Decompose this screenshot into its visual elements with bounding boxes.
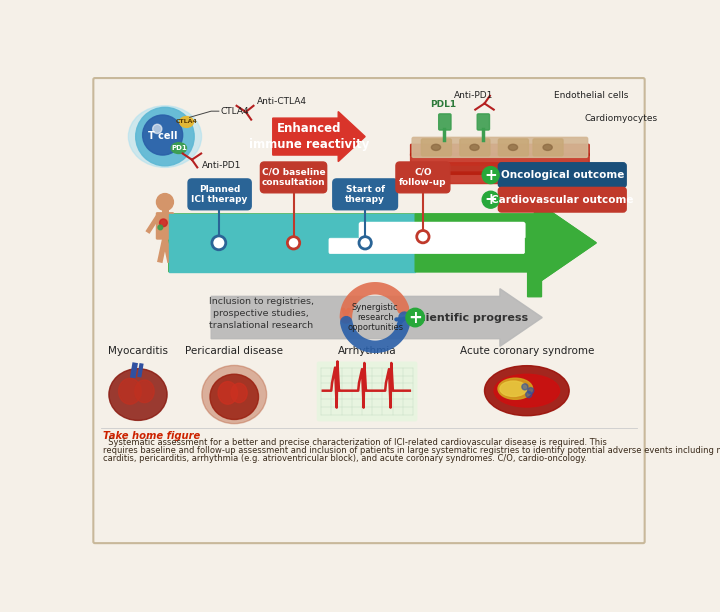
FancyBboxPatch shape bbox=[156, 213, 174, 239]
FancyBboxPatch shape bbox=[318, 362, 417, 420]
Circle shape bbox=[482, 166, 499, 184]
Ellipse shape bbox=[128, 106, 202, 167]
Text: Cardiovascular outcome: Cardiovascular outcome bbox=[491, 195, 634, 205]
Ellipse shape bbox=[210, 374, 258, 419]
FancyBboxPatch shape bbox=[329, 238, 525, 253]
Text: +: + bbox=[408, 308, 422, 327]
Circle shape bbox=[522, 384, 528, 390]
Circle shape bbox=[287, 237, 300, 249]
Text: PD1: PD1 bbox=[171, 145, 186, 151]
FancyBboxPatch shape bbox=[421, 139, 451, 156]
FancyBboxPatch shape bbox=[533, 139, 563, 156]
Circle shape bbox=[143, 115, 183, 155]
Text: Start of
therapy: Start of therapy bbox=[345, 185, 385, 204]
Circle shape bbox=[359, 237, 372, 249]
FancyBboxPatch shape bbox=[261, 162, 327, 193]
Circle shape bbox=[526, 392, 532, 398]
Ellipse shape bbox=[231, 383, 247, 403]
Text: requires baseline and follow-up assessment and inclusion of patients in large sy: requires baseline and follow-up assessme… bbox=[102, 446, 720, 455]
FancyArrow shape bbox=[523, 259, 545, 297]
Text: Acute coronary syndrome: Acute coronary syndrome bbox=[459, 346, 594, 356]
Text: carditis, pericarditis, arrhythmia (e.g. atrioventricular block), and acute coro: carditis, pericarditis, arrhythmia (e.g.… bbox=[102, 454, 587, 463]
Ellipse shape bbox=[508, 144, 518, 151]
Text: Systematic assessment for a better and precise characterization of ICI-related c: Systematic assessment for a better and p… bbox=[102, 438, 606, 447]
FancyBboxPatch shape bbox=[460, 139, 490, 156]
Ellipse shape bbox=[218, 382, 238, 405]
FancyArrow shape bbox=[415, 201, 596, 285]
Ellipse shape bbox=[500, 381, 527, 397]
Text: Enhanced
immune reactivity: Enhanced immune reactivity bbox=[248, 122, 369, 151]
FancyBboxPatch shape bbox=[438, 114, 451, 130]
FancyBboxPatch shape bbox=[410, 163, 589, 174]
Circle shape bbox=[158, 225, 163, 230]
Ellipse shape bbox=[485, 365, 570, 416]
FancyBboxPatch shape bbox=[412, 137, 588, 157]
Text: CTLA4: CTLA4 bbox=[176, 119, 197, 124]
Circle shape bbox=[160, 219, 167, 226]
Text: PDL1: PDL1 bbox=[431, 100, 456, 110]
Ellipse shape bbox=[202, 365, 266, 424]
Text: T cell: T cell bbox=[148, 131, 177, 141]
FancyArrow shape bbox=[273, 111, 365, 162]
Ellipse shape bbox=[543, 144, 552, 151]
Ellipse shape bbox=[119, 378, 141, 405]
FancyBboxPatch shape bbox=[360, 223, 525, 238]
Text: Cardiomyocytes: Cardiomyocytes bbox=[585, 114, 658, 124]
FancyBboxPatch shape bbox=[477, 114, 490, 130]
Ellipse shape bbox=[431, 144, 441, 151]
Text: Take home figure: Take home figure bbox=[102, 431, 200, 441]
Text: C/O
follow-up: C/O follow-up bbox=[399, 168, 446, 187]
Circle shape bbox=[153, 124, 162, 133]
FancyBboxPatch shape bbox=[498, 139, 528, 156]
Circle shape bbox=[135, 107, 194, 166]
Text: Inclusion to registries,
prospective studies,
translational research: Inclusion to registries, prospective stu… bbox=[209, 297, 314, 330]
FancyBboxPatch shape bbox=[94, 78, 644, 543]
Text: Planned
ICI therapy: Planned ICI therapy bbox=[192, 185, 248, 204]
Circle shape bbox=[528, 387, 534, 394]
Circle shape bbox=[482, 191, 499, 208]
FancyArrow shape bbox=[168, 214, 415, 272]
Text: Endothelial cells: Endothelial cells bbox=[554, 91, 628, 100]
FancyBboxPatch shape bbox=[498, 187, 626, 212]
Ellipse shape bbox=[470, 144, 479, 151]
Text: Anti-PD1: Anti-PD1 bbox=[454, 91, 493, 100]
FancyArrow shape bbox=[168, 201, 596, 285]
FancyArrow shape bbox=[211, 289, 542, 346]
Text: +: + bbox=[485, 168, 497, 182]
Circle shape bbox=[406, 308, 425, 327]
Circle shape bbox=[156, 193, 174, 211]
Text: Anti-PD1: Anti-PD1 bbox=[202, 160, 241, 170]
FancyBboxPatch shape bbox=[410, 154, 589, 165]
Text: Anti-CTLA4: Anti-CTLA4 bbox=[257, 97, 307, 106]
Text: +: + bbox=[485, 192, 497, 207]
Text: Oncological outcome: Oncological outcome bbox=[500, 170, 624, 180]
FancyBboxPatch shape bbox=[410, 172, 589, 184]
Circle shape bbox=[212, 236, 226, 250]
FancyBboxPatch shape bbox=[333, 179, 397, 210]
Text: Myocarditis: Myocarditis bbox=[108, 346, 168, 356]
Ellipse shape bbox=[135, 380, 154, 403]
Ellipse shape bbox=[109, 368, 167, 420]
Text: Synergistic
research
opportunities: Synergistic research opportunities bbox=[347, 302, 403, 332]
Ellipse shape bbox=[494, 375, 559, 407]
FancyArrow shape bbox=[518, 222, 540, 267]
FancyBboxPatch shape bbox=[410, 144, 589, 156]
Circle shape bbox=[417, 231, 429, 243]
Text: Scientific progress: Scientific progress bbox=[410, 313, 528, 323]
FancyBboxPatch shape bbox=[498, 163, 626, 187]
FancyBboxPatch shape bbox=[396, 162, 450, 193]
Ellipse shape bbox=[171, 143, 186, 154]
Text: C/O baseline
consultation: C/O baseline consultation bbox=[262, 168, 325, 187]
Text: Pericardial disease: Pericardial disease bbox=[185, 346, 283, 356]
FancyArrow shape bbox=[518, 222, 540, 267]
Text: CTLA4: CTLA4 bbox=[220, 106, 249, 116]
Ellipse shape bbox=[179, 116, 194, 127]
Text: Arrhythmia: Arrhythmia bbox=[338, 346, 397, 356]
Ellipse shape bbox=[498, 378, 533, 400]
FancyBboxPatch shape bbox=[188, 179, 251, 210]
